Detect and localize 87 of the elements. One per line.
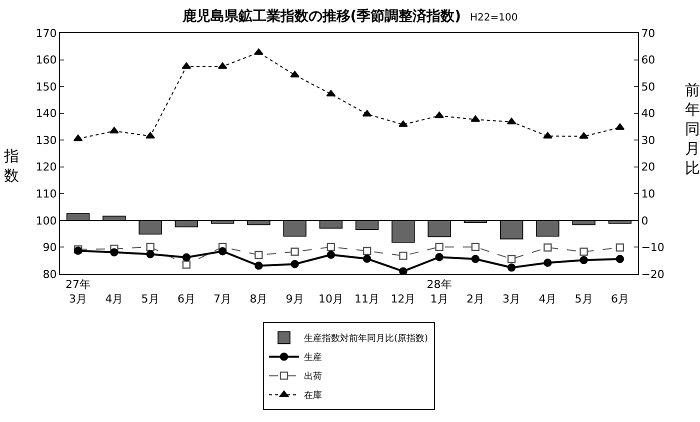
x-tick-label: 4月 bbox=[105, 292, 124, 306]
y-tick-label: 120 bbox=[36, 160, 57, 174]
y-tick-label: 140 bbox=[36, 107, 57, 120]
point bbox=[362, 246, 372, 256]
point bbox=[182, 62, 192, 69]
x-tick-label: 11月 bbox=[354, 292, 380, 306]
point bbox=[471, 254, 480, 264]
point bbox=[471, 242, 480, 252]
y2-tick-label: 60 bbox=[641, 54, 656, 67]
legend-label: 生産指数対前年同月比(原指数) bbox=[304, 333, 428, 344]
y-tick-label: 170 bbox=[36, 26, 57, 40]
point bbox=[615, 123, 625, 130]
point bbox=[616, 243, 624, 252]
y-tick-label: 100 bbox=[36, 214, 57, 228]
y-tick-label: 110 bbox=[36, 188, 57, 201]
point bbox=[110, 248, 118, 256]
point bbox=[543, 132, 552, 138]
x-tick-label: 8月 bbox=[250, 292, 268, 306]
point bbox=[73, 134, 83, 142]
x-tick-label: 12月 bbox=[390, 292, 416, 306]
point bbox=[616, 254, 624, 264]
y-tick-label: 160 bbox=[36, 54, 57, 67]
point bbox=[507, 254, 516, 264]
x-tick-label: 10月 bbox=[318, 292, 344, 306]
point bbox=[290, 260, 299, 268]
x-tick-label: 3月 bbox=[502, 292, 521, 306]
point bbox=[326, 242, 336, 252]
point bbox=[290, 70, 300, 78]
point bbox=[218, 247, 227, 256]
y-axis-title: 指数 bbox=[3, 147, 19, 184]
point bbox=[435, 253, 444, 262]
x-tick-label: 7月 bbox=[214, 292, 232, 306]
y2-tick-label: 30 bbox=[641, 134, 656, 147]
y2-tick-label: 40 bbox=[641, 107, 656, 120]
point bbox=[254, 262, 263, 270]
y2-tick-label: 20 bbox=[641, 160, 656, 174]
point bbox=[362, 254, 372, 263]
y2-tick-label: 50 bbox=[641, 80, 656, 94]
point bbox=[326, 90, 336, 96]
point bbox=[110, 126, 119, 134]
legend-label: 生産 bbox=[304, 352, 322, 364]
y2-tick-label: −20 bbox=[641, 268, 664, 281]
y-tick-label: 150 bbox=[36, 80, 57, 94]
x-tick-label: 27年 3月 bbox=[66, 278, 91, 306]
point bbox=[579, 132, 588, 139]
chart-subtitle: H22=100 bbox=[470, 12, 518, 24]
chart-title: 鹿児島県鉱工業指数の推移(季節調整済指数) bbox=[181, 7, 462, 24]
point bbox=[399, 267, 408, 274]
y2-tick-label: 70 bbox=[641, 26, 656, 40]
point bbox=[580, 256, 588, 264]
point bbox=[146, 250, 154, 258]
point bbox=[544, 258, 552, 267]
y-tick-label: 80 bbox=[42, 268, 57, 281]
y2-tick-label: −10 bbox=[641, 241, 664, 254]
y2-tick-label: 10 bbox=[641, 188, 656, 201]
point bbox=[254, 48, 264, 55]
point bbox=[435, 242, 444, 252]
point bbox=[434, 112, 444, 118]
legend-label: 出荷 bbox=[304, 371, 322, 382]
y2-tick-label: 0 bbox=[641, 214, 648, 228]
point bbox=[146, 242, 154, 252]
point bbox=[326, 250, 336, 259]
point bbox=[218, 62, 228, 69]
point bbox=[507, 263, 516, 272]
point bbox=[470, 115, 480, 122]
point bbox=[399, 252, 408, 260]
point bbox=[398, 120, 408, 127]
x-tick-label: 2月 bbox=[466, 292, 484, 306]
x-tick-label: 28年 1月 bbox=[426, 278, 452, 306]
y2-axis-title: 前年同月比 bbox=[685, 81, 700, 177]
x-tick-label: 6月 bbox=[177, 292, 196, 306]
x-tick-label: 9月 bbox=[286, 292, 304, 306]
x-tick-label: 5月 bbox=[574, 292, 593, 306]
point bbox=[182, 253, 191, 262]
point bbox=[544, 243, 552, 252]
x-tick-label: 6月 bbox=[610, 292, 629, 306]
point bbox=[146, 132, 155, 138]
point bbox=[580, 248, 588, 256]
y-tick-label: 130 bbox=[36, 134, 57, 147]
legend-label: 在庫 bbox=[304, 390, 322, 402]
x-tick-label: 4月 bbox=[538, 292, 557, 306]
y-tick-label: 90 bbox=[42, 241, 57, 254]
x-tick-label: 5月 bbox=[141, 292, 160, 306]
point bbox=[290, 248, 299, 256]
point bbox=[506, 118, 516, 124]
point bbox=[254, 250, 263, 260]
point bbox=[182, 260, 191, 269]
